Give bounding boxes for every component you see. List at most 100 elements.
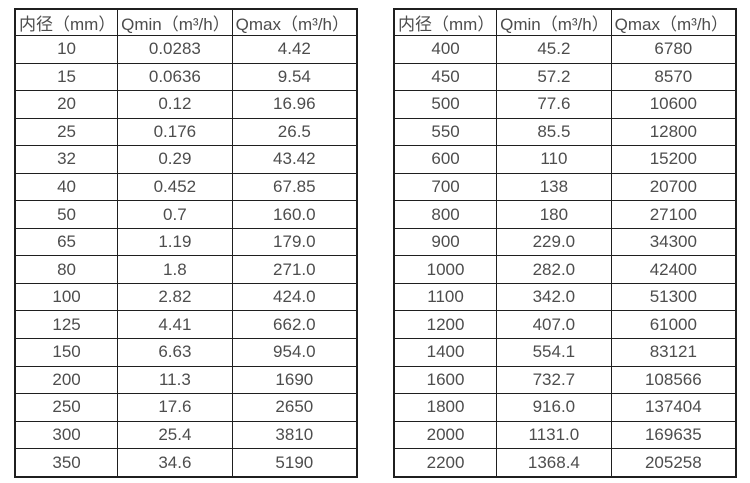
table-row: 125 4.41 662.0: [14, 310, 358, 340]
table-cell: 42400: [610, 255, 737, 284]
table-cell: 25: [14, 117, 119, 147]
table-row: 400 45.2 6780: [393, 35, 737, 64]
table-cell: 1.19: [117, 227, 233, 257]
table-cell: 12800: [610, 117, 737, 147]
table-row: 1100 342.0 51300: [393, 282, 737, 312]
table-cell: 954.0: [231, 338, 358, 367]
table-cell: 2650: [231, 393, 358, 422]
table-cell: 34300: [610, 227, 737, 257]
table-cell: 424.0: [231, 282, 358, 312]
table-cell: 550: [393, 117, 498, 147]
table-cell: 26.5: [231, 117, 358, 147]
table-row: 350 34.6 5190: [14, 448, 358, 478]
table-row: 250 17.6 2650: [14, 393, 358, 422]
table-cell: 10: [14, 35, 119, 64]
table-cell: 662.0: [231, 310, 358, 340]
table-cell: 407.0: [496, 310, 612, 340]
table-cell: 0.0283: [117, 35, 233, 64]
table-cell: 16.96: [231, 90, 358, 119]
table-cell: 0.12: [117, 90, 233, 119]
table-cell: 83121: [610, 338, 737, 367]
table-cell: 0.7: [117, 200, 233, 229]
table-cell: 700: [393, 172, 498, 202]
table-cell: 600: [393, 145, 498, 174]
table-row: 65 1.19 179.0: [14, 227, 358, 257]
table-cell: 1100: [393, 282, 498, 312]
table-row: 300 25.4 3810: [14, 420, 358, 450]
table-cell: 108566: [610, 365, 737, 395]
table-row: 1800 916.0 137404: [393, 393, 737, 422]
column-header: Qmin（m³/h）: [117, 8, 233, 36]
table-row: 80 1.8 271.0: [14, 255, 358, 284]
table-row: 50 0.7 160.0: [14, 200, 358, 229]
table-cell: 160.0: [231, 200, 358, 229]
table-cell: 85.5: [496, 117, 612, 147]
table-cell: 3810: [231, 420, 358, 450]
table-cell: 250: [14, 393, 119, 422]
table-row: 1600 732.7 108566: [393, 365, 737, 395]
table-cell: 4.42: [231, 35, 358, 64]
header-row: 内径（mm） Qmin（m³/h） Qmax（m³/h）: [393, 8, 737, 36]
flow-rate-table-small-diameters: 内径（mm） Qmin（m³/h） Qmax（m³/h） 10 0.0283 4.42 1…: [14, 8, 358, 478]
table-cell: 205258: [610, 448, 737, 478]
table-cell: 43.42: [231, 145, 358, 174]
table-cell: 1690: [231, 365, 358, 395]
table-row: 25 0.176 26.5: [14, 117, 358, 147]
table-cell: 138: [496, 172, 612, 202]
table-cell: 17.6: [117, 393, 233, 422]
table-cell: 300: [14, 420, 119, 450]
column-header: Qmin（m³/h）: [496, 8, 612, 36]
table-cell: 34.6: [117, 448, 233, 478]
table-cell: 271.0: [231, 255, 358, 284]
table-cell: 150: [14, 338, 119, 367]
table-row: 2000 1131.0 169635: [393, 420, 737, 450]
table-cell: 125: [14, 310, 119, 340]
table-cell: 1400: [393, 338, 498, 367]
table-cell: 20700: [610, 172, 737, 202]
column-header: 内径（mm）: [14, 8, 119, 36]
table-row: 40 0.452 67.85: [14, 172, 358, 202]
table-cell: 6.63: [117, 338, 233, 367]
table-cell: 51300: [610, 282, 737, 312]
table-cell: 11.3: [117, 365, 233, 395]
table-cell: 450: [393, 62, 498, 92]
table-cell: 40: [14, 172, 119, 202]
table-cell: 2200: [393, 448, 498, 478]
table-cell: 200: [14, 365, 119, 395]
table-row: 500 77.6 10600: [393, 90, 737, 119]
table-cell: 15200: [610, 145, 737, 174]
table-cell: 350: [14, 448, 119, 478]
table-row: 1000 282.0 42400: [393, 255, 737, 284]
table-cell: 27100: [610, 200, 737, 229]
header-row: 内径（mm） Qmin（m³/h） Qmax（m³/h）: [14, 8, 358, 36]
table-cell: 500: [393, 90, 498, 119]
table-cell: 57.2: [496, 62, 612, 92]
table-row: 450 57.2 8570: [393, 62, 737, 92]
table-cell: 67.85: [231, 172, 358, 202]
table-cell: 45.2: [496, 35, 612, 64]
table-row: 1400 554.1 83121: [393, 338, 737, 367]
table-cell: 1368.4: [496, 448, 612, 478]
table-cell: 179.0: [231, 227, 358, 257]
table-row: 200 11.3 1690: [14, 365, 358, 395]
table-cell: 1600: [393, 365, 498, 395]
flow-rate-table-large-diameters: 内径（mm） Qmin（m³/h） Qmax（m³/h） 400 45.2 6780 45…: [393, 8, 737, 478]
table-cell: 1000: [393, 255, 498, 284]
column-header: Qmax（m³/h）: [610, 8, 737, 36]
table-row: 20 0.12 16.96: [14, 90, 358, 119]
column-header: Qmax（m³/h）: [231, 8, 358, 36]
table-cell: 50: [14, 200, 119, 229]
table-cell: 900: [393, 227, 498, 257]
table-cell: 20: [14, 90, 119, 119]
table-row: 32 0.29 43.42: [14, 145, 358, 174]
table-cell: 15: [14, 62, 119, 92]
table-cell: 2000: [393, 420, 498, 450]
table-cell: 2.82: [117, 282, 233, 312]
table-cell: 9.54: [231, 62, 358, 92]
table-cell: 4.41: [117, 310, 233, 340]
flow-rate-tables-container: 内径（mm） Qmin（m³/h） Qmax（m³/h） 10 0.0283 4.42 1…: [14, 8, 737, 478]
table-cell: 10600: [610, 90, 737, 119]
table-row: 15 0.0636 9.54: [14, 62, 358, 92]
table-cell: 32: [14, 145, 119, 174]
table-cell: 282.0: [496, 255, 612, 284]
